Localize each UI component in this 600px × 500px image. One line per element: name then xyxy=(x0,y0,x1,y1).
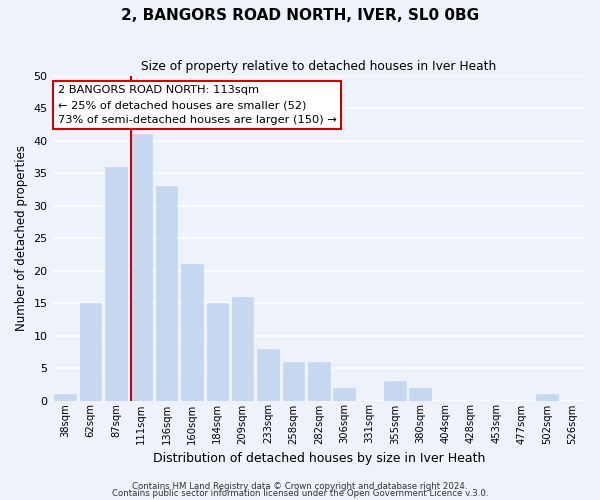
X-axis label: Distribution of detached houses by size in Iver Heath: Distribution of detached houses by size … xyxy=(152,452,485,465)
Text: Contains HM Land Registry data © Crown copyright and database right 2024.: Contains HM Land Registry data © Crown c… xyxy=(132,482,468,491)
Text: 2, BANGORS ROAD NORTH, IVER, SL0 0BG: 2, BANGORS ROAD NORTH, IVER, SL0 0BG xyxy=(121,8,479,22)
Bar xyxy=(156,186,178,400)
Bar xyxy=(206,303,228,400)
Y-axis label: Number of detached properties: Number of detached properties xyxy=(15,145,28,331)
Bar xyxy=(384,381,406,400)
Bar xyxy=(536,394,558,400)
Bar xyxy=(181,264,203,400)
Bar xyxy=(105,166,127,400)
Bar xyxy=(55,394,76,400)
Bar xyxy=(283,362,304,401)
Bar xyxy=(131,134,152,400)
Bar xyxy=(409,388,431,400)
Bar xyxy=(257,348,279,401)
Bar xyxy=(80,303,101,400)
Bar xyxy=(232,296,253,401)
Bar xyxy=(308,362,329,401)
Text: Contains public sector information licensed under the Open Government Licence v.: Contains public sector information licen… xyxy=(112,490,488,498)
Bar xyxy=(334,388,355,400)
Title: Size of property relative to detached houses in Iver Heath: Size of property relative to detached ho… xyxy=(141,60,496,73)
Text: 2 BANGORS ROAD NORTH: 113sqm
← 25% of detached houses are smaller (52)
73% of se: 2 BANGORS ROAD NORTH: 113sqm ← 25% of de… xyxy=(58,86,337,125)
